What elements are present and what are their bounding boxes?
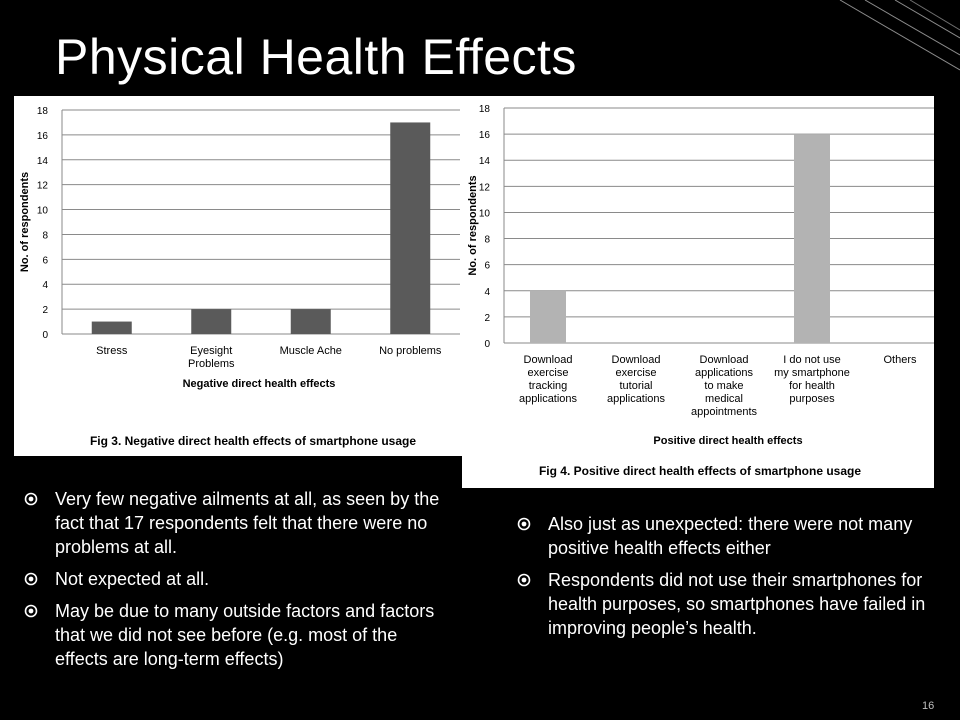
chart2-category-label: Download [612, 354, 661, 366]
chart2-y-axis-title: No. of respondents [467, 175, 479, 275]
chart2-ytick-label: 6 [484, 261, 490, 272]
chart2-category-label: applications [607, 393, 666, 405]
chart1-category-label: Eyesight [190, 345, 232, 357]
chart2-category-label: Others [883, 354, 917, 366]
chart2-category-label: tutorial [619, 380, 652, 392]
chart1-bar [390, 122, 431, 334]
chart1-category-label: Muscle Ache [280, 345, 342, 357]
bullet-item: May be due to many outside factors and f… [24, 599, 454, 671]
chart2-ytick-label: 2 [484, 313, 490, 324]
chart2-category-label: my smartphone [774, 367, 850, 379]
chart2-category-label: tracking [529, 380, 568, 392]
chart2-ytick-label: 16 [479, 130, 491, 141]
chart2-category-label: medical [705, 393, 743, 405]
bullet-item: Very few negative ailments at all, as se… [24, 487, 454, 559]
circle-target-icon [24, 572, 38, 586]
chart1-ytick-label: 14 [37, 156, 49, 167]
chart1-ytick-label: 10 [37, 206, 49, 217]
bullet-item: Also just as unexpected: there were not … [517, 512, 937, 560]
chart1-ytick-label: 12 [37, 181, 49, 192]
chart2-category-label: applications [519, 393, 578, 405]
chart1-bar [91, 321, 132, 334]
bullet-text: Not expected at all. [55, 569, 210, 589]
chart1-ytick-label: 2 [42, 305, 48, 316]
chart2-category-label: for health [789, 380, 835, 392]
positive-effects-chart: 0 2 4 6 8 10 12 14 16 18 Download exercise tracking a… [462, 96, 934, 488]
bullet-item: Not expected at all. [24, 567, 454, 591]
chart2-category-label: exercise [528, 367, 569, 379]
chart2-ytick-label: 4 [484, 287, 490, 298]
chart2-category-label: Download [700, 354, 749, 366]
chart2-category-label: to make [704, 380, 743, 392]
decorative-corner-lines [839, 0, 960, 71]
chart2-category-label: exercise [616, 367, 657, 379]
chart2-category-label: I do not use [783, 354, 841, 366]
chart2-bar [794, 134, 830, 343]
bullet-text: Respondents did not use their smartphone… [548, 570, 926, 638]
chart1-category-label: No problems [379, 345, 442, 357]
chart2-ytick-label: 14 [479, 156, 491, 167]
chart1-y-axis-title: No. of respondents [19, 172, 31, 272]
chart2-ytick-label: 18 [479, 104, 491, 115]
right-bullet-list: Also just as unexpected: there were not … [517, 512, 937, 648]
circle-target-icon [24, 492, 38, 506]
page-number: 16 [922, 700, 935, 712]
chart2-category-label: purposes [789, 393, 835, 405]
chart2-category-label: applications [695, 367, 754, 379]
chart2-caption: Fig 4. Positive direct health effects of… [539, 464, 861, 478]
circle-target-icon [24, 604, 38, 618]
chart2-category-label: appointments [691, 406, 758, 418]
negative-effects-chart: 0 2 4 6 8 10 12 14 16 18 Stress Eyesight Problems Mus… [14, 96, 474, 456]
chart2-bar [530, 290, 566, 343]
chart1-ytick-label: 4 [42, 280, 48, 291]
chart1-bar [191, 309, 232, 334]
bullet-text: May be due to many outside factors and f… [55, 601, 435, 669]
chart2-ytick-label: 8 [484, 235, 490, 246]
bullet-text: Very few negative ailments at all, as se… [55, 489, 440, 557]
circle-target-icon [517, 517, 531, 531]
chart1-category-label: Problems [188, 358, 235, 370]
chart2-category-label: Download [524, 354, 573, 366]
chart2-ytick-label: 10 [479, 208, 491, 219]
circle-target-icon [517, 573, 531, 587]
left-bullet-list: Very few negative ailments at all, as se… [24, 487, 454, 679]
chart1-ytick-label: 16 [37, 131, 49, 142]
chart1-ytick-label: 6 [42, 255, 48, 266]
chart1-ytick-label: 0 [42, 330, 48, 341]
bullet-text: Also just as unexpected: there were not … [548, 514, 913, 558]
chart2-x-axis-title: Positive direct health effects [653, 435, 802, 447]
chart1-category-label: Stress [96, 345, 128, 357]
chart2-ytick-label: 12 [479, 182, 491, 193]
chart2-ytick-label: 0 [484, 339, 490, 350]
positive-effects-chart-svg: 024681012141618Downloadexercisetrackinga… [467, 104, 934, 478]
chart1-caption: Fig 3. Negative direct health effects of… [90, 434, 416, 448]
bullet-item: Respondents did not use their smartphone… [517, 568, 937, 640]
chart1-ytick-label: 18 [37, 106, 49, 117]
chart1-ytick-label: 8 [42, 230, 48, 241]
slide-title: Physical Health Effects [55, 29, 577, 85]
chart1-bar [290, 309, 331, 334]
chart1-x-axis-title: Negative direct health effects [183, 378, 336, 390]
